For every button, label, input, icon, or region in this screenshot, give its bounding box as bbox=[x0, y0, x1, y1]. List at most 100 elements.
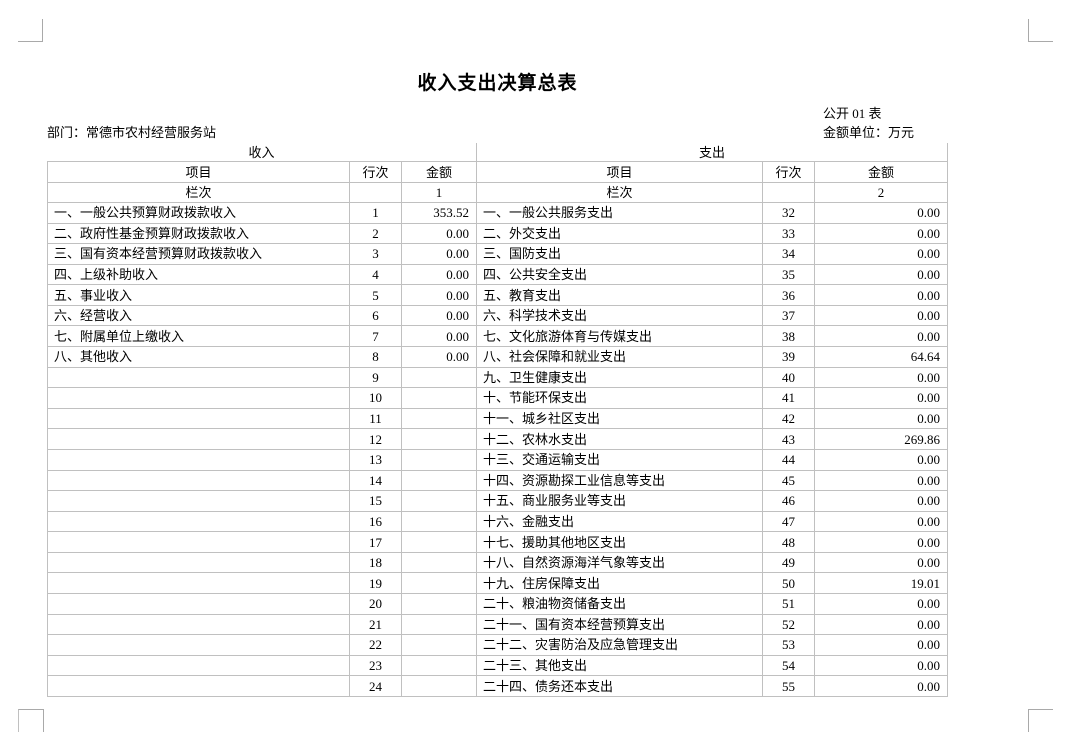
income-item-cell bbox=[47, 676, 350, 697]
expense-item-cell: 十二、农林水支出 bbox=[477, 429, 763, 450]
expense-amount-cell: 0.00 bbox=[815, 408, 948, 430]
expense-amount-cell: 0.00 bbox=[815, 491, 948, 512]
expense-item-cell: 十三、交通运输支出 bbox=[477, 449, 763, 471]
expense-item-cell: 四、公共安全支出 bbox=[477, 264, 763, 286]
income-amount-cell bbox=[402, 470, 477, 492]
income-item-cell bbox=[47, 635, 350, 656]
expense-amount-cell: 0.00 bbox=[815, 203, 948, 224]
expense-line-cell: 35 bbox=[763, 264, 815, 286]
income-amount-cell bbox=[402, 614, 477, 636]
expense-line-cell: 53 bbox=[763, 635, 815, 656]
income-item-cell: 二、政府性基金预算财政拨款收入 bbox=[47, 223, 350, 245]
income-line-cell: 16 bbox=[350, 511, 402, 533]
expense-line-cell: 43 bbox=[763, 429, 815, 450]
income-line-cell: 4 bbox=[350, 264, 402, 286]
income-item-cell bbox=[47, 532, 350, 553]
expense-amount-cell: 0.00 bbox=[815, 511, 948, 533]
page-corner-mark-top-right bbox=[1028, 19, 1053, 42]
income-line-cell: 1 bbox=[350, 203, 402, 224]
expense-item-cell: 七、文化旅游体育与传媒支出 bbox=[477, 326, 763, 348]
expense-amount-cell: 64.64 bbox=[815, 347, 948, 368]
income-amount-cell bbox=[402, 552, 477, 574]
income-item-cell bbox=[47, 655, 350, 677]
expense-item-cell: 二十二、灾害防治及应急管理支出 bbox=[477, 635, 763, 656]
expense-amount-cell: 0.00 bbox=[815, 326, 948, 348]
expense-item-cell: 三、国防支出 bbox=[477, 244, 763, 265]
income-amount-cell bbox=[402, 388, 477, 409]
income-amount-cell: 0.00 bbox=[402, 244, 477, 265]
expense-line-cell: 50 bbox=[763, 573, 815, 594]
expense-line-cell: 51 bbox=[763, 593, 815, 615]
income-line-cell: 10 bbox=[350, 388, 402, 409]
expense-amount-cell: 269.86 bbox=[815, 429, 948, 450]
income-line-cell: 24 bbox=[350, 676, 402, 697]
expense-item-cell: 五、教育支出 bbox=[477, 285, 763, 306]
expense-amount-cell: 0.00 bbox=[815, 388, 948, 409]
income-line-cell: 3 bbox=[350, 244, 402, 265]
expense-amount-cell: 0.00 bbox=[815, 676, 948, 697]
income-expense-summary-table: 收入 支出 项目 行次 金额 项目 行次 金额 栏次 1 栏次 2 一、一般公共… bbox=[47, 143, 949, 698]
income-item-cell: 一、一般公共预算财政拨款收入 bbox=[47, 203, 350, 224]
income-line-cell: 23 bbox=[350, 655, 402, 677]
expense-item-cell: 二十四、债务还本支出 bbox=[477, 676, 763, 697]
expense-line-cell: 38 bbox=[763, 326, 815, 348]
expense-line-cell: 32 bbox=[763, 203, 815, 224]
income-item-cell bbox=[47, 408, 350, 430]
income-amount-cell bbox=[402, 655, 477, 677]
page-title: 收入支出决算总表 bbox=[417, 73, 578, 94]
table-code-label: 公开 01 表 bbox=[823, 106, 882, 121]
income-amount-cell: 0.00 bbox=[402, 285, 477, 306]
income-item-column-header: 项目 bbox=[47, 162, 350, 183]
income-line-cell: 21 bbox=[350, 614, 402, 636]
expense-item-cell: 十四、资源勘探工业信息等支出 bbox=[477, 470, 763, 492]
income-amount-cell: 0.00 bbox=[402, 347, 477, 368]
income-amount-cell: 0.00 bbox=[402, 326, 477, 348]
expense-line-index-cell bbox=[763, 183, 815, 203]
amount-unit-label: 金额单位：万元 bbox=[823, 125, 915, 140]
expense-amount-cell: 0.00 bbox=[815, 593, 948, 615]
income-line-cell: 9 bbox=[350, 367, 402, 389]
income-item-cell bbox=[47, 552, 350, 574]
income-line-cell: 15 bbox=[350, 491, 402, 512]
income-section-header: 收入 bbox=[47, 143, 477, 162]
expense-item-cell: 十一、城乡社区支出 bbox=[477, 408, 763, 430]
income-line-cell: 14 bbox=[350, 470, 402, 492]
income-item-cell bbox=[47, 491, 350, 512]
expense-amount-cell: 19.01 bbox=[815, 573, 948, 594]
expense-item-cell: 十五、商业服务业等支出 bbox=[477, 491, 763, 512]
expense-column-index-value: 2 bbox=[815, 183, 948, 203]
income-amount-cell: 0.00 bbox=[402, 305, 477, 327]
income-amount-cell: 0.00 bbox=[402, 223, 477, 245]
expense-section-header: 支出 bbox=[477, 143, 948, 162]
income-amount-cell bbox=[402, 367, 477, 389]
income-item-cell: 四、上级补助收入 bbox=[47, 264, 350, 286]
income-amount-cell bbox=[402, 573, 477, 594]
expense-amount-cell: 0.00 bbox=[815, 305, 948, 327]
income-item-cell bbox=[47, 614, 350, 636]
expense-item-cell: 十八、自然资源海洋气象等支出 bbox=[477, 552, 763, 574]
department-label: 部门：常德市农村经营服务站 bbox=[47, 125, 217, 140]
income-amount-cell bbox=[402, 491, 477, 512]
expense-item-cell: 一、一般公共服务支出 bbox=[477, 203, 763, 224]
income-amount-cell bbox=[402, 676, 477, 697]
expense-line-cell: 39 bbox=[763, 347, 815, 368]
expense-line-cell: 55 bbox=[763, 676, 815, 697]
income-amount-cell bbox=[402, 408, 477, 430]
expense-amount-cell: 0.00 bbox=[815, 532, 948, 553]
expense-item-cell: 十七、援助其他地区支出 bbox=[477, 532, 763, 553]
expense-line-cell: 34 bbox=[763, 244, 815, 265]
page-corner-mark-bottom-left bbox=[18, 709, 44, 732]
expense-amount-cell: 0.00 bbox=[815, 223, 948, 245]
income-line-column-header: 行次 bbox=[350, 162, 402, 183]
income-line-cell: 20 bbox=[350, 593, 402, 615]
page-corner-mark-bottom-right bbox=[1028, 709, 1053, 732]
expense-line-cell: 40 bbox=[763, 367, 815, 389]
income-column-index-label: 栏次 bbox=[47, 183, 350, 203]
expense-amount-cell: 0.00 bbox=[815, 635, 948, 656]
expense-item-cell: 十六、金融支出 bbox=[477, 511, 763, 533]
income-column-index-value: 1 bbox=[402, 183, 477, 203]
expense-line-cell: 47 bbox=[763, 511, 815, 533]
income-line-cell: 6 bbox=[350, 305, 402, 327]
expense-item-cell: 十、节能环保支出 bbox=[477, 388, 763, 409]
